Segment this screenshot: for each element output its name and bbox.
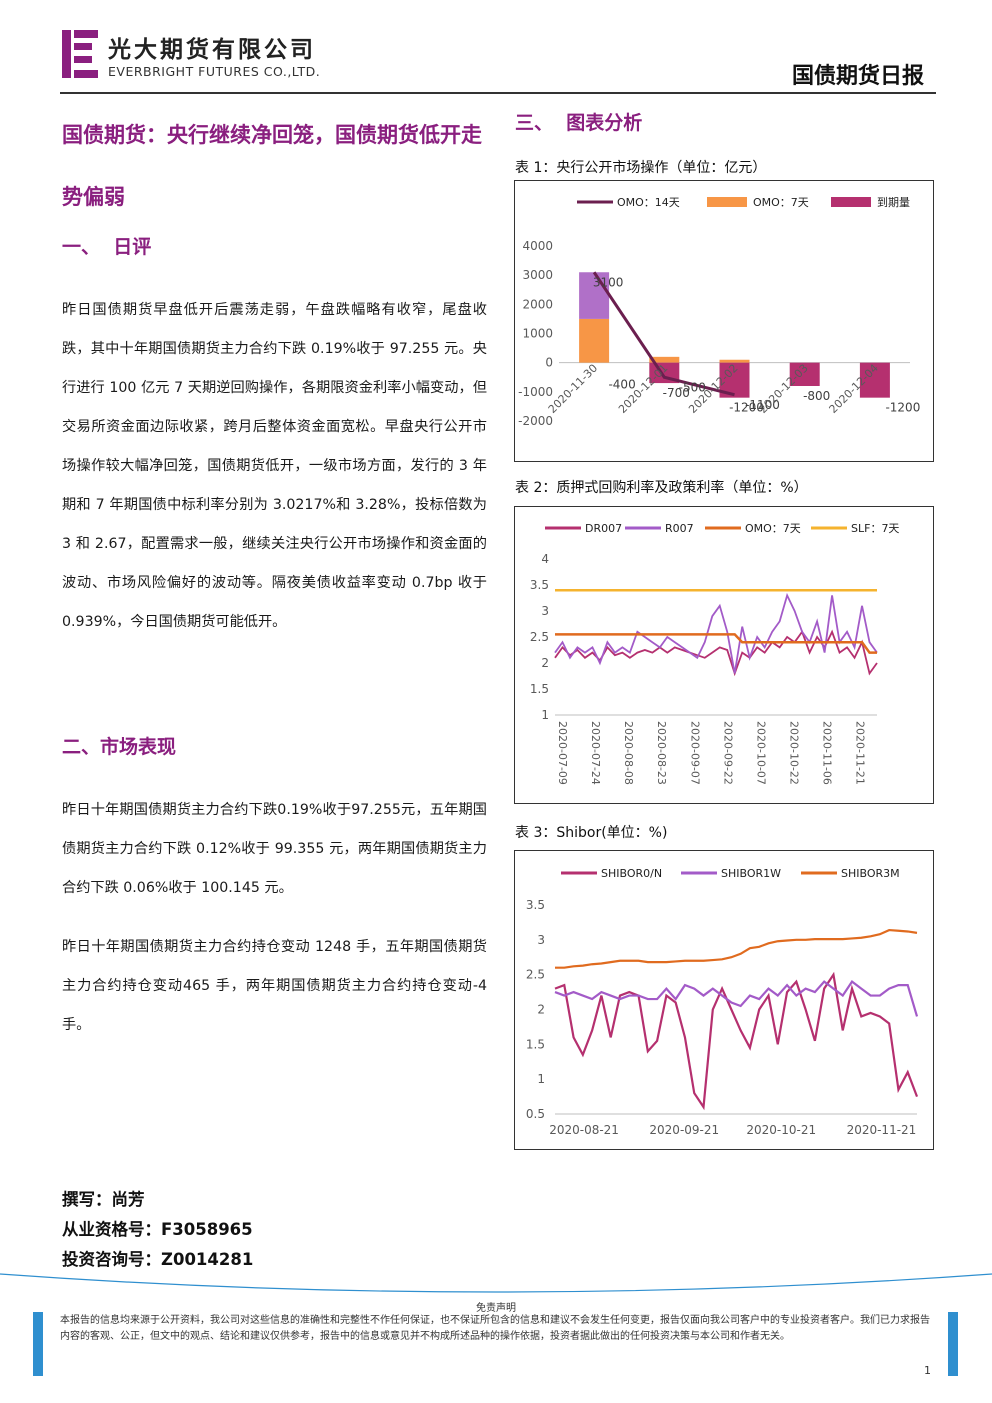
chart2-xtick-7: 2020-10-22 xyxy=(788,721,801,785)
daily-review-text: 昨日国债期货早盘低开后震荡走弱，午盘跌幅略有收窄，尾盘收跌，其中十年期国债期货主… xyxy=(62,302,487,630)
chart2-xtick-4: 2020-09-07 xyxy=(688,721,701,785)
chart1-bar-maturity-4 xyxy=(859,362,890,398)
chart1-ytick-5: -1000 xyxy=(518,385,553,399)
footer-accent-left xyxy=(33,1312,43,1376)
chart2-legend-label-2: OMO：7天 xyxy=(745,522,801,535)
section-heading-market-performance: 二、市场表现 xyxy=(62,736,177,758)
chart2-xtick-0: 2020-07-09 xyxy=(556,721,569,785)
footer-divider xyxy=(0,1273,992,1293)
chart2-xtick-2: 2020-08-08 xyxy=(622,721,635,785)
footer-accent-right xyxy=(948,1312,958,1376)
author-writer: 撰写：尚芳 xyxy=(62,1190,145,1209)
chart1-data-label-6: -800 xyxy=(803,389,830,403)
chart1-ytick-6: -2000 xyxy=(518,414,553,428)
chart3-legend-label-2: SHIBOR3M xyxy=(841,867,900,880)
company-logo-icon xyxy=(62,30,98,78)
chart1-bar-omo7-1 xyxy=(649,356,680,363)
chart2-xtick-9: 2020-11-21 xyxy=(854,721,867,785)
chart-shibor: SHIBOR0/N SHIBOR1W SHIBOR3M 3.5 3 2.5 2 1.5 1 0.5… xyxy=(514,850,934,1150)
market-performance-text-1: 昨日十年期国债期货主力合约下跌0.19%收于97.255元，五年期国债期货主力合… xyxy=(62,802,487,896)
chart1-ytick-3: 1000 xyxy=(522,327,553,341)
chart3-ytick-3: 2 xyxy=(537,1003,545,1017)
chart3-xtick-1: 2020-09-21 xyxy=(649,1123,719,1137)
chart1-legend-label-0: OMO：14天 xyxy=(617,196,680,209)
chart1-data-label-0: 3100 xyxy=(593,275,624,289)
chart1-legend-label-1: OMO：7天 xyxy=(753,196,809,209)
chart3-legend-label-1: SHIBOR1W xyxy=(721,867,781,880)
header-divider xyxy=(60,92,936,94)
chart-repo-rates: DR007 R007 OMO：7天 SLF：7天 4 3.5 3 2.5 2 1.5 1 2020-0… xyxy=(514,506,934,804)
chart1-bar-maturity-0 xyxy=(579,272,610,319)
chart2-ytick-5: 1.5 xyxy=(530,682,549,696)
chart2-legend-label-0: DR007 xyxy=(585,522,622,535)
page-title: 国债期货：央行继续净回笼，国债期货低开走势偏弱 xyxy=(62,122,482,209)
chart2-svg: DR007 R007 OMO：7天 SLF：7天 4 3.5 3 2.5 2 1.5 1 2020-0… xyxy=(530,522,900,785)
chart3-xtick-3: 2020-11-21 xyxy=(847,1123,917,1137)
chart1-line-omo14 xyxy=(592,271,735,397)
disclaimer-title: 免责声明 xyxy=(476,1303,516,1314)
company-name-cn: 光大期货有限公司 xyxy=(108,36,316,63)
report-type: 国债期货日报 xyxy=(791,63,924,89)
chart3-ytick-0: 3.5 xyxy=(526,898,545,912)
chart2-caption: 表 2：质押式回购利率及政策利率（单位：%） xyxy=(515,480,808,496)
page-number: 1 xyxy=(924,1364,931,1377)
chart3-line-0 xyxy=(554,971,919,1111)
chart2-ytick-6: 1 xyxy=(541,708,549,722)
chart2-xtick-5: 2020-09-22 xyxy=(721,721,734,785)
chart3-xtick-2: 2020-10-21 xyxy=(746,1123,816,1137)
chart1-ytick-2: 2000 xyxy=(522,297,553,311)
chart3-ytick-5: 1 xyxy=(537,1072,545,1086)
chart1-legend-swatch-1 xyxy=(707,197,747,207)
chart2-line-2 xyxy=(555,633,877,654)
author-consult-id: 投资咨询号：Z0014281 xyxy=(62,1250,254,1269)
chart1-data-label-7: -1200 xyxy=(885,401,920,415)
chart2-ytick-1: 3.5 xyxy=(530,578,549,592)
chart1-data-label-3: -500 xyxy=(679,380,706,394)
chart1-data-label-2: -700 xyxy=(663,386,690,400)
chart2-ytick-4: 2 xyxy=(541,656,549,670)
chart1-bar-maturity-3 xyxy=(789,362,820,386)
chart1-bar-omo7-2 xyxy=(719,359,750,363)
chart3-line-2 xyxy=(555,928,918,969)
chart3-ytick-2: 2.5 xyxy=(526,968,545,982)
disclaimer-text: 本报告的信息均来源于公开资料，我公司对这些信息的准确性和完整性不作任何保证，也不… xyxy=(60,1315,930,1342)
chart2-xtick-3: 2020-08-23 xyxy=(655,721,668,785)
chart2-xtick-6: 2020-10-07 xyxy=(754,721,767,785)
chart2-legend-label-3: SLF：7天 xyxy=(851,522,899,535)
chart-omo-operations: OMO：14天 OMO：7天 到期量 4000 3000 2000 1000 0 -1000 -2… xyxy=(514,180,934,462)
chart3-xtick-0: 2020-08-21 xyxy=(549,1123,619,1137)
chart2-ytick-0: 4 xyxy=(541,552,549,566)
chart1-bar-omo7-0 xyxy=(579,318,610,363)
chart2-legend-label-1: R007 xyxy=(665,522,694,535)
market-performance-text-2: 昨日十年期国债期货主力合约持仓变动 1248 手，五年期国债期货主力合约持仓变动… xyxy=(62,939,487,1033)
chart1-xtick-0: 2020-11-30 xyxy=(546,362,600,416)
chart1-data-label-5: -1100 xyxy=(745,398,780,412)
chart3-ytick-1: 3 xyxy=(537,933,545,947)
section-heading-chart-analysis: 三、 图表分析 xyxy=(515,112,643,134)
chart2-ytick-3: 2.5 xyxy=(530,630,549,644)
chart2-line-1 xyxy=(554,592,878,674)
chart1-data-label-4: -1200 xyxy=(729,401,764,415)
section-heading-daily-review: 一、 日评 xyxy=(62,236,152,258)
chart1-svg: OMO：14天 OMO：7天 到期量 4000 3000 2000 1000 0 -1000 -2… xyxy=(518,196,920,428)
company-name-en: EVERBRIGHT FUTURES CO.,LTD. xyxy=(108,64,321,79)
chart2-xtick-1: 2020-07-24 xyxy=(589,721,602,785)
author-license: 从业资格号：F3058965 xyxy=(62,1220,253,1239)
chart2-xtick-8: 2020-11-06 xyxy=(821,721,834,785)
chart1-legend-label-2: 到期量 xyxy=(877,196,910,209)
chart3-svg: SHIBOR0/N SHIBOR1W SHIBOR3M 3.5 3 2.5 2 1.5 1 0.5… xyxy=(526,867,919,1137)
chart2-ytick-2: 3 xyxy=(541,604,549,618)
chart3-caption: 表 3：Shibor(单位：%) xyxy=(515,825,668,841)
chart1-data-label-1: -400 xyxy=(608,377,635,391)
chart1-ytick-0: 4000 xyxy=(522,239,553,253)
chart1-caption: 表 1：央行公开市场操作（单位：亿元） xyxy=(515,160,767,176)
chart3-line-1 xyxy=(554,980,919,1017)
chart1-ytick-4: 0 xyxy=(545,356,553,370)
chart1-legend-swatch-2 xyxy=(831,197,871,207)
chart3-ytick-4: 1.5 xyxy=(526,1037,545,1051)
chart3-legend-label-0: SHIBOR0/N xyxy=(601,867,662,880)
chart3-ytick-6: 0.5 xyxy=(526,1107,545,1121)
chart1-ytick-1: 3000 xyxy=(522,268,553,282)
